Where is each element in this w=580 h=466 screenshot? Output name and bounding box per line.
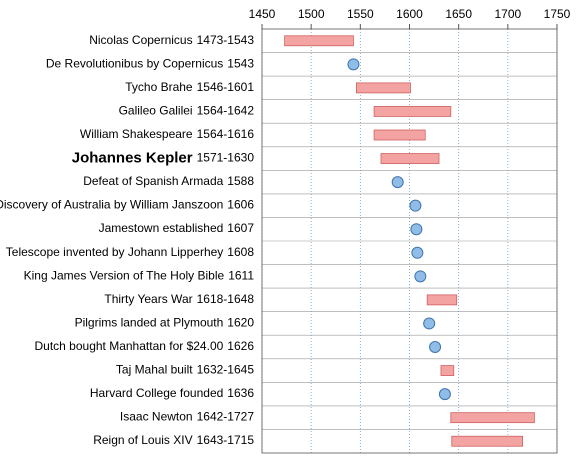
x-tick-label: 1700: [494, 7, 521, 21]
event-name: Nicolas Copernicus: [89, 33, 192, 47]
row-label: Discovery of Australia by William Janszo…: [0, 198, 254, 212]
event-dates: 1618-1648: [197, 292, 255, 306]
event-dates: 1620: [227, 316, 254, 330]
row-label: Johannes Kepler 1571-1630: [72, 150, 255, 167]
event-name: Dutch bought Manhattan for $24.00: [34, 339, 223, 353]
event-name: Discovery of Australia by William Janszo…: [0, 198, 223, 212]
event-name: William Shakespeare: [80, 127, 193, 141]
span-bar: [284, 35, 354, 47]
event-name: Telescope invented by Johann Lipperhey: [6, 245, 224, 259]
row-label: Telescope invented by Johann Lipperhey 16…: [6, 245, 255, 259]
row-label: Defeat of Spanish Armada 1588: [83, 174, 254, 188]
span-bar: [373, 106, 452, 117]
event-point: [409, 199, 422, 212]
event-name: Jamestown established: [99, 221, 224, 235]
event-point: [438, 388, 451, 401]
event-dates: 1588: [227, 174, 254, 188]
event-point: [414, 270, 427, 283]
event-point: [423, 317, 436, 330]
event-name: Johannes Kepler: [72, 150, 193, 167]
row-label: Isaac Newton 1642-1727: [120, 410, 254, 424]
event-name: Galileo Galilei: [119, 104, 193, 118]
x-tick-label: 1550: [347, 7, 374, 21]
event-point: [411, 246, 424, 259]
row-label: Reign of Louis XIV 1643-1715: [93, 433, 254, 447]
event-point: [429, 341, 442, 353]
event-name: Taj Mahal built: [116, 363, 193, 377]
event-name: Tycho Brahe: [125, 80, 193, 94]
event-name: Isaac Newton: [120, 410, 193, 424]
event-name: Pilgrims landed at Plymouth: [75, 316, 224, 330]
row-label: Nicolas Copernicus 1473-1543: [89, 33, 254, 47]
event-dates: 1564-1616: [197, 127, 255, 141]
event-dates: 1607: [227, 221, 254, 235]
event-name: De Revolutionibus by Copernicus: [46, 57, 223, 71]
event-dates: 1632-1645: [197, 363, 255, 377]
event-dates: 1564-1642: [197, 104, 255, 118]
x-tick-label: 1500: [298, 7, 325, 21]
row-label: Jamestown established 1607: [99, 221, 255, 235]
row-label: Pilgrims landed at Plymouth 1620: [75, 316, 255, 330]
span-bar: [451, 435, 523, 447]
row-label: Taj Mahal built 1632-1645: [116, 363, 254, 377]
event-dates: 1608: [227, 245, 254, 259]
event-point: [391, 176, 404, 189]
event-dates: 1626: [227, 339, 254, 353]
event-dates: 1636: [227, 386, 254, 400]
span-bar: [380, 153, 440, 164]
row-label: Galileo Galilei 1564-1642: [119, 104, 255, 118]
event-dates: 1543: [227, 57, 254, 71]
event-name: Reign of Louis XIV: [93, 433, 192, 447]
row-label: De Revolutionibus by Copernicus 1543: [46, 57, 254, 71]
row-label: King James Version of The Holy Bible 1611: [24, 269, 255, 283]
event-dates: 1571-1630: [197, 151, 255, 165]
event-name: Thirty Years War: [104, 292, 192, 306]
row-label: Thirty Years War 1618-1648: [104, 292, 254, 306]
row-label: Tycho Brahe 1546-1601: [125, 80, 254, 94]
row-label: Harvard College founded 1636: [90, 386, 254, 400]
span-bar: [355, 82, 411, 94]
plot-frame: [261, 28, 558, 454]
event-name: Defeat of Spanish Armada: [83, 174, 223, 188]
span-bar: [450, 412, 535, 424]
event-name: King James Version of The Holy Bible: [24, 269, 225, 283]
event-name: Harvard College founded: [90, 386, 223, 400]
span-bar: [440, 365, 455, 376]
row-label: Dutch bought Manhattan for $24.00 1626: [34, 339, 254, 353]
event-dates: 1473-1543: [197, 33, 255, 47]
event-dates: 1611: [228, 269, 254, 283]
event-point: [347, 58, 360, 71]
x-tick-label: 1750: [544, 7, 571, 21]
x-tick-label: 1650: [445, 7, 472, 21]
x-tick-label: 1450: [249, 7, 276, 21]
event-dates: 1642-1727: [197, 410, 255, 424]
event-dates: 1546-1601: [197, 80, 255, 94]
x-tick-label: 1600: [396, 7, 423, 21]
span-bar: [426, 294, 458, 306]
event-dates: 1643-1715: [197, 433, 255, 447]
span-bar: [373, 129, 426, 141]
event-point: [410, 223, 423, 236]
row-label: William Shakespeare 1564-1616: [80, 127, 254, 141]
event-dates: 1606: [227, 198, 254, 212]
